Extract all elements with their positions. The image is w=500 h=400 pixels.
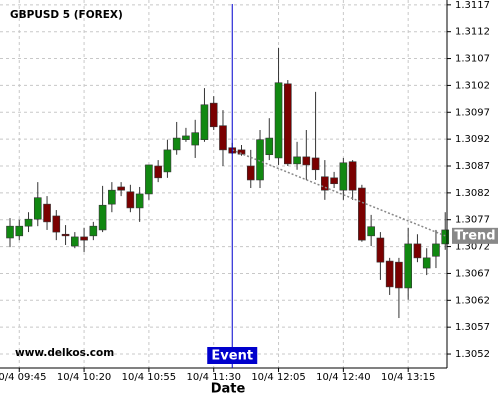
y-tick-label: 1.3062: [455, 295, 490, 306]
y-tick-label: 1.3082: [455, 188, 490, 199]
candle-body: [274, 82, 283, 159]
watermark: www.delkos.com: [15, 347, 114, 359]
candle-body: [117, 186, 125, 191]
candle-body: [6, 225, 14, 239]
candle-body: [182, 135, 190, 140]
trend-label-box: [452, 227, 498, 244]
x-tick-label: 10/4 12:40: [316, 372, 370, 383]
candle-body: [126, 191, 135, 209]
marks: [6, 47, 450, 319]
y-tick-label: 1.3057: [455, 322, 490, 333]
candle-body: [209, 102, 218, 128]
candle-body: [358, 187, 366, 241]
candle-body: [293, 156, 301, 165]
chart-title: GBPUSD 5 (FOREX): [10, 9, 123, 21]
candle-body: [283, 83, 292, 165]
y-tick-label: 1.3102: [455, 80, 490, 91]
y-tick-label: 1.3092: [455, 134, 490, 145]
y-tick-label: 1.3107: [455, 54, 490, 65]
candle-body: [311, 157, 320, 171]
candle-body: [33, 197, 42, 220]
event-label: Event: [211, 349, 253, 364]
grid: [0, 0, 447, 368]
candle-body: [441, 229, 450, 245]
candle-body: [367, 226, 375, 237]
y-tick-label: 1.3087: [455, 161, 490, 172]
candle-body: [15, 225, 24, 237]
candle-body: [404, 243, 412, 289]
x-tick-label: 10/4 12:05: [251, 372, 305, 383]
candle-body: [385, 260, 394, 288]
candle-body: [24, 218, 33, 227]
y-tick-label: 1.3097: [455, 107, 490, 118]
candle-body: [61, 233, 70, 237]
candle-body: [80, 236, 88, 241]
candle-body: [376, 237, 385, 263]
x-axis-title: Date: [211, 382, 246, 397]
candle-body: [52, 215, 61, 233]
candle-body: [145, 164, 153, 195]
candle-body: [108, 189, 116, 205]
trend-label: Trend: [454, 228, 495, 243]
candle-body: [339, 162, 348, 191]
y-tick-label: 1.3067: [455, 268, 490, 279]
y-tick-label: 1.3072: [455, 242, 490, 253]
candle-body: [256, 139, 264, 181]
candle-body: [172, 137, 181, 151]
candle-body: [237, 149, 246, 155]
candle-body: [71, 236, 79, 247]
candle-body: [200, 104, 209, 140]
candle-body: [154, 165, 162, 179]
x-tick-label: 10/4 09:45: [0, 372, 46, 383]
candle-body: [163, 149, 172, 173]
candle-body: [432, 243, 440, 257]
event-label-box: [207, 347, 258, 364]
candle-body: [348, 161, 357, 191]
candle-body: [219, 125, 227, 151]
y-tick-label: 1.3112: [455, 27, 490, 38]
x-tick-label: 10/4 11:30: [186, 372, 240, 383]
candle-body: [265, 137, 274, 156]
y-tick-label: 1.3117: [455, 0, 490, 11]
candle-body: [191, 132, 199, 146]
candle-body: [413, 243, 422, 259]
candle-body: [395, 261, 403, 289]
x-tick-label: 10/4 10:55: [122, 372, 176, 383]
x-tick-label: 10/4 13:15: [381, 372, 435, 383]
candle-body: [330, 177, 338, 185]
candle-body: [98, 204, 107, 231]
candle-body: [246, 165, 255, 181]
candle-body: [321, 176, 329, 191]
candle-body: [135, 193, 144, 209]
candle-body: [422, 257, 431, 269]
x-tick-label: 10/4 10:20: [57, 372, 111, 383]
candle-body: [89, 225, 98, 237]
candle-body: [302, 156, 311, 166]
y-tick-label: 1.3077: [455, 215, 490, 226]
candle-body: [43, 203, 51, 223]
y-tick-label: 1.3052: [455, 349, 490, 360]
